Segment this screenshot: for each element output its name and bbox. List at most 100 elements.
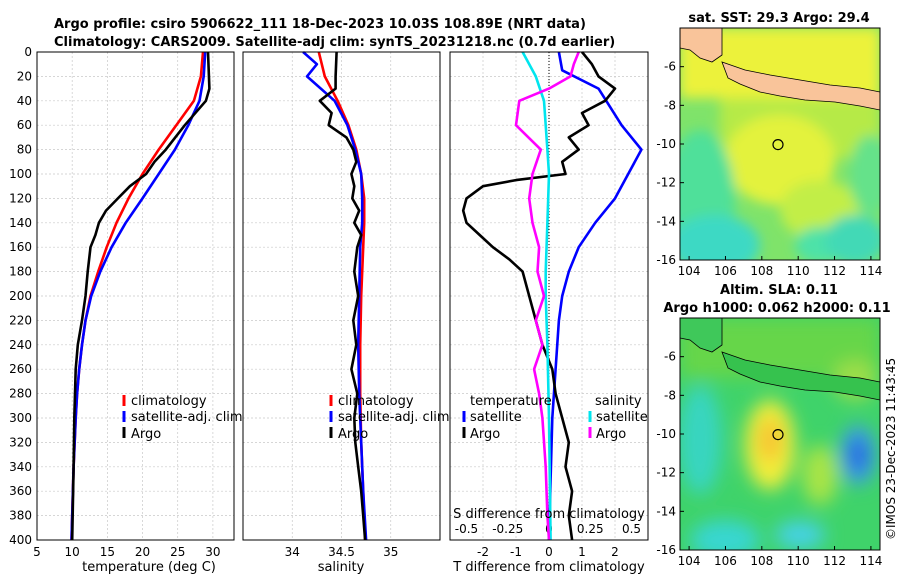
- sst-map: [680, 28, 880, 260]
- sst-map-title: sat. SST: 29.3 Argo: 29.4: [688, 11, 869, 26]
- map-x-tick-label: 110: [787, 554, 810, 568]
- map-x-tick-label: 108: [750, 554, 773, 568]
- y-tick-label: 20: [17, 69, 32, 83]
- legend-salinity-title: salinity: [595, 394, 642, 409]
- map-y-tick-label: -10: [656, 137, 676, 151]
- series-satellite-adj-clim: [302, 51, 368, 541]
- map-y-tick-label: -16: [656, 253, 676, 267]
- x-top-tick-label: -0.5: [455, 522, 478, 536]
- x-top-tick-label: 0.5: [622, 522, 641, 536]
- y-tick-label: 140: [9, 216, 32, 230]
- map-y-tick-label: -12: [656, 176, 676, 190]
- salinity-xlabel: salinity: [318, 560, 365, 575]
- y-tick-label: 300: [9, 411, 32, 425]
- y-tick-label: 400: [9, 533, 32, 547]
- y-tick-label: 220: [9, 313, 32, 327]
- difference-top-xlabel: S difference from climatology: [453, 507, 645, 522]
- map-y-tick-label: -14: [656, 504, 676, 518]
- legend-satellite: satellite-adj. clim: [131, 410, 243, 425]
- x-top-tick-label: -0.25: [492, 522, 523, 536]
- legend-climatology: climatology: [131, 394, 207, 409]
- map-y-tick-label: -12: [656, 466, 676, 480]
- y-tick-label: 380: [9, 509, 32, 523]
- x-tick-label: 34: [285, 545, 300, 559]
- series-salinity-argo: [514, 51, 580, 541]
- legend-argo: Argo: [338, 427, 368, 442]
- y-tick-label: 60: [17, 118, 32, 132]
- main-title-line1: Argo profile: csiro 5906622_111 18-Dec-2…: [54, 17, 586, 32]
- copyright-label: ©IMOS 23-Dec-2023 11:43:45: [884, 358, 898, 540]
- map-y-tick-label: -8: [664, 98, 676, 112]
- series-satellite-adj-clim: [70, 51, 207, 541]
- sst-field: [680, 28, 880, 260]
- y-tick-label: 200: [9, 289, 32, 303]
- y-tick-label: 340: [9, 460, 32, 474]
- argo-location-marker: [772, 139, 784, 151]
- sla-map: [680, 318, 880, 550]
- legend-climatology: climatology: [338, 394, 414, 409]
- x-tick-label: 15: [100, 545, 115, 559]
- series-argo: [70, 51, 211, 541]
- y-tick-label: 100: [9, 167, 32, 181]
- plot-frame: [449, 51, 649, 541]
- land-java-outline: [721, 351, 880, 401]
- map-x-tick-label: 110: [787, 264, 810, 278]
- land-sumatra: [680, 28, 723, 63]
- legend-argo: Argo: [131, 427, 161, 442]
- map-y-tick-label: -14: [656, 214, 676, 228]
- temperature-xlabel: temperature (deg C): [82, 560, 216, 575]
- y-tick-label: 180: [9, 265, 32, 279]
- difference-legend: temperature satellite Argo salinity sate…: [462, 394, 648, 442]
- land-sumatra-outline: [680, 318, 723, 353]
- map-x-tick-label: 108: [750, 264, 773, 278]
- y-tick-label: 280: [9, 387, 32, 401]
- map-y-tick-label: -6: [664, 60, 676, 74]
- map-x-tick-label: 112: [823, 554, 846, 568]
- x-tick-label: 34.5: [328, 545, 355, 559]
- salinity-legend: climatology satellite-adj. clim Argo: [329, 394, 450, 442]
- y-tick-label: 80: [17, 143, 32, 157]
- y-tick-label: 360: [9, 484, 32, 498]
- x-tick-label: 0: [545, 545, 553, 559]
- map-x-tick-label: 106: [714, 264, 737, 278]
- legend-s-satellite: satellite: [596, 410, 648, 425]
- x-tick-label: 1: [578, 545, 586, 559]
- y-tick-label: 160: [9, 240, 32, 254]
- x-tick-label: 20: [135, 545, 150, 559]
- y-tick-label: 120: [9, 191, 32, 205]
- x-tick-label: 35: [383, 545, 398, 559]
- map-x-tick-label: 104: [678, 554, 701, 568]
- x-tick-label: 30: [205, 545, 220, 559]
- legend-satellite: satellite-adj. clim: [338, 410, 450, 425]
- series-argo: [318, 51, 367, 541]
- land-java: [721, 61, 880, 111]
- map-x-tick-label: 114: [859, 264, 882, 278]
- x-tick-label: 5: [33, 545, 41, 559]
- main-title-line2: Climatology: CARS2009. Satellite-adj cli…: [54, 35, 615, 50]
- series-temperature-argo: [461, 51, 617, 541]
- x-tick-label: -1: [510, 545, 522, 559]
- map-x-tick-label: 104: [678, 264, 701, 278]
- y-tick-label: 0: [24, 45, 32, 59]
- map-y-tick-label: -8: [664, 388, 676, 402]
- series-temperature-satellite: [547, 51, 643, 541]
- map-x-tick-label: 106: [714, 554, 737, 568]
- x-tick-label: 25: [170, 545, 185, 559]
- legend-t-satellite: satellite: [470, 410, 522, 425]
- y-tick-label: 320: [9, 435, 32, 449]
- temperature-panel: 5 10 15 20 25 3002040608010012014016018020022…: [9, 45, 235, 559]
- legend-temperature-title: temperature: [470, 394, 552, 409]
- sst-map-ticks: 104 106 108 110 112 114 -6 -8 -10 -12 -14 -16: [656, 60, 882, 278]
- difference-panel: -2 -1 0 1 2-0.5 -0.25 0 0.25 0.5: [449, 51, 649, 559]
- x-tick-label: 2: [611, 545, 619, 559]
- argo-location-marker: [772, 429, 784, 441]
- map-y-tick-label: -16: [656, 543, 676, 557]
- map-x-tick-label: 114: [859, 554, 882, 568]
- map-x-tick-label: 112: [823, 264, 846, 278]
- sla-map-ticks: 104 106 108 110 112 114 -6 -8 -10 -12 -14 -16: [656, 350, 882, 568]
- y-tick-label: 260: [9, 362, 32, 376]
- y-tick-label: 40: [17, 94, 32, 108]
- difference-xlabel: T difference from climatology: [452, 560, 645, 575]
- x-tick-label: -2: [477, 545, 489, 559]
- y-tick-label: 240: [9, 338, 32, 352]
